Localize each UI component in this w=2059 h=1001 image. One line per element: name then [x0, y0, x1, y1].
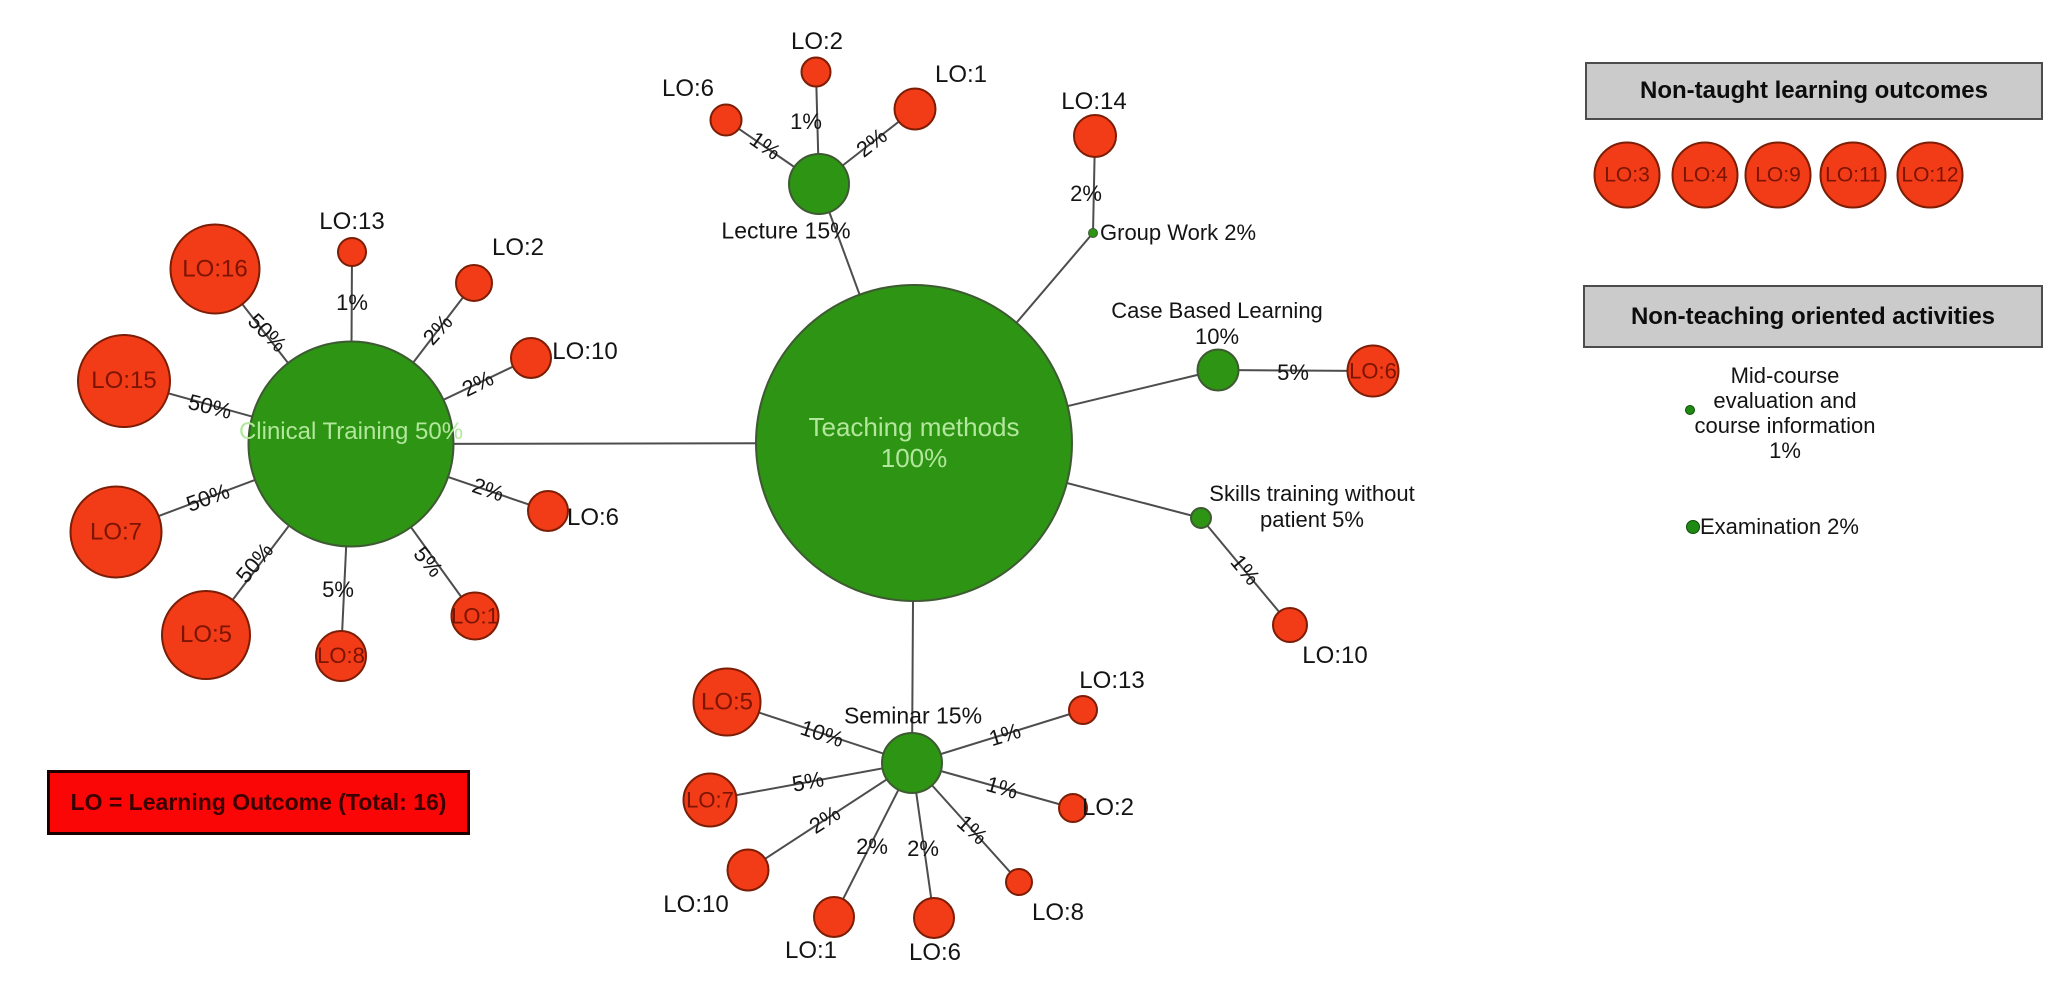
clinical-lo10-label: LO:10 — [552, 338, 618, 365]
case-based-line2: 10% — [1194, 324, 1240, 349]
midcourse-line2: evaluation and — [1713, 388, 1857, 413]
clinical-training-label: Clinical Training 50% — [238, 418, 464, 445]
seminar-lo1-node — [813, 896, 855, 938]
seminar-lo8-label: LO:8 — [1031, 899, 1085, 926]
groupwork-lo14-label: LO:14 — [1061, 88, 1127, 115]
seminar-lo13-node — [1068, 695, 1098, 725]
midcourse-line4: 1% — [1769, 438, 1801, 463]
lecture-label: Lecture 15% — [721, 217, 851, 244]
legend-text: LO = Learning Outcome (Total: 16) — [70, 789, 447, 815]
casebased-lo6-pct: 5% — [1277, 360, 1309, 385]
clinical-lo8-node: LO:8 — [315, 630, 367, 682]
teaching-methods-line2: 100% — [880, 443, 948, 473]
clinical-lo16-node: LO:16 — [169, 223, 261, 315]
clinical-lo2-label: LO:2 — [491, 234, 545, 261]
seminar-lo13-label: LO:13 — [1079, 667, 1145, 694]
clinical-lo13-pct: 1% — [336, 290, 368, 315]
lecture-lo2-pct: 1% — [790, 109, 822, 134]
seminar-lo1-label: LO:1 — [784, 937, 838, 964]
clinical-lo15-node: LO:15 — [77, 334, 171, 428]
seminar-lo8-node — [1005, 868, 1033, 896]
midcourse-label: Mid-course evaluation and course informa… — [1695, 363, 1876, 463]
clinical-lo8-pct: 5% — [322, 577, 354, 602]
skills-lo10-label: LO:10 — [1302, 642, 1368, 669]
legend-box: LO = Learning Outcome (Total: 16) — [47, 770, 470, 835]
lecture-lo1-label: LO:1 — [934, 61, 988, 88]
teaching-methods-line1: Teaching methods — [808, 412, 1020, 442]
node-lecture — [788, 153, 850, 215]
skills-line2: patient 5% — [1260, 507, 1364, 532]
seminar-lo6-pct: 2% — [907, 836, 939, 861]
seminar-lo6-node — [913, 897, 955, 939]
node-seminar — [881, 732, 943, 794]
clinical-lo13-node — [337, 237, 367, 267]
seminar-lo2-node — [1058, 793, 1088, 823]
casebased-lo6-node: LO:6 — [1346, 344, 1400, 398]
teaching-methods-label: Teaching methods 100% — [808, 412, 1019, 474]
seminar-label: Seminar 15% — [843, 702, 983, 729]
lecture-lo1-node — [893, 87, 937, 131]
non-taught-lo12-node: LO:12 — [1896, 141, 1964, 209]
clinical-lo6-label: LO:6 — [566, 504, 620, 531]
lecture-lo2-label: LO:2 — [790, 28, 844, 55]
groupwork-lo14-node — [1073, 114, 1117, 158]
clinical-lo6-node — [527, 490, 569, 532]
clinical-lo10-node — [510, 337, 552, 379]
non-taught-lo3-node: LO:3 — [1593, 141, 1661, 209]
non-taught-lo11-node: LO:11 — [1819, 141, 1887, 209]
groupwork-lo14-pct: 2% — [1070, 181, 1102, 206]
case-based-learning-label: Case Based Learning 10% — [1111, 298, 1323, 350]
clinical-lo7-node: LO:7 — [69, 485, 163, 579]
case-based-line1: Case Based Learning — [1111, 298, 1323, 323]
node-teaching-methods — [755, 284, 1073, 602]
node-skills-training — [1190, 507, 1212, 529]
clinical-lo1-node: LO:1 — [450, 591, 500, 641]
examination-dot — [1686, 520, 1700, 534]
seminar-lo10-node — [726, 848, 770, 892]
node-clinical-training — [247, 340, 455, 548]
clinical-lo13-label: LO:13 — [319, 208, 385, 235]
examination-label: Examination 2% — [1700, 514, 1859, 539]
seminar-lo1-pct: 2% — [856, 834, 888, 859]
clinical-lo5-node: LO:5 — [161, 590, 251, 680]
skills-training-label: Skills training without patient 5% — [1209, 481, 1414, 533]
seminar-lo6-label: LO:6 — [908, 939, 962, 966]
skills-lo10-node — [1272, 607, 1308, 643]
non-taught-lo9-node: LO:9 — [1744, 141, 1812, 209]
group-work-label: Group Work 2% — [1100, 220, 1257, 245]
lecture-lo6-label: LO:6 — [661, 75, 715, 102]
clinical-lo2-node — [455, 264, 493, 302]
midcourse-dot — [1685, 405, 1695, 415]
node-group-work — [1088, 228, 1098, 238]
lecture-lo2-node — [800, 56, 832, 88]
skills-line1: Skills training without — [1209, 481, 1415, 506]
node-case-based-learning — [1196, 348, 1240, 392]
seminar-lo5-node: LO:5 — [692, 667, 762, 737]
seminar-lo2-label: LO:2 — [1081, 794, 1135, 821]
lecture-lo6-node — [709, 103, 743, 137]
non-taught-lo4-node: LO:4 — [1671, 141, 1739, 209]
midcourse-line1: Mid-course — [1730, 363, 1840, 388]
non-teaching-header: Non-teaching oriented activities — [1583, 285, 2043, 348]
seminar-lo7-node: LO:7 — [682, 772, 738, 828]
midcourse-line3: course information — [1694, 413, 1876, 438]
seminar-lo10-label: LO:10 — [663, 891, 729, 918]
non-taught-header: Non-taught learning outcomes — [1585, 62, 2043, 120]
